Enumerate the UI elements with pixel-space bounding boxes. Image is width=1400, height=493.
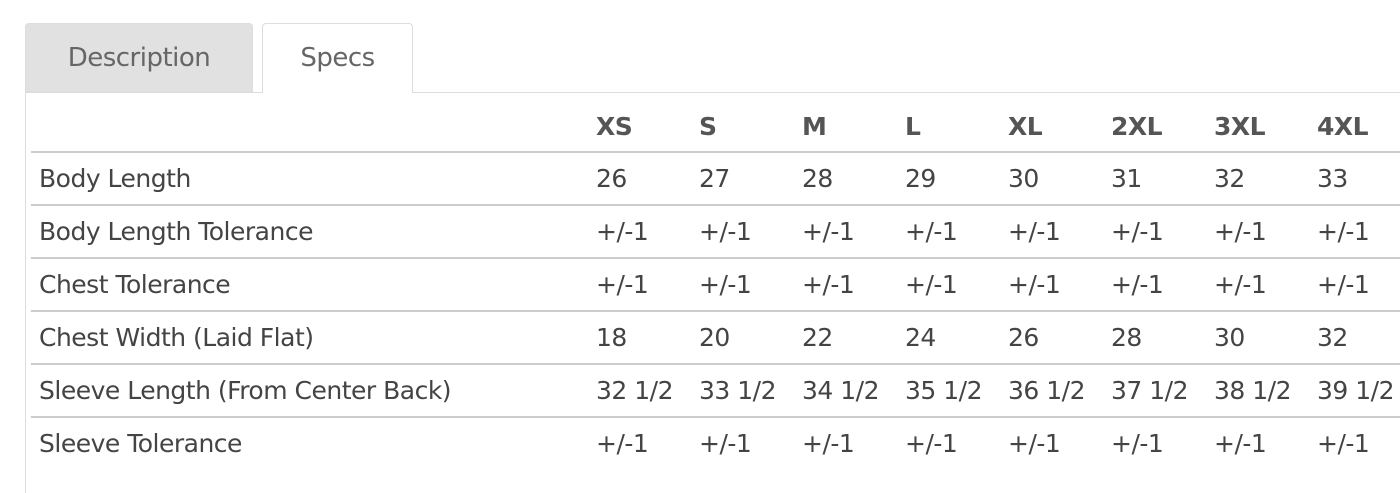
cell-value: 26 xyxy=(596,151,699,205)
cell-value: +/-1 xyxy=(1317,257,1400,311)
cell-value: +/-1 xyxy=(802,204,905,258)
cell-value: 32 xyxy=(1317,310,1400,364)
cell-value: +/-1 xyxy=(905,416,1008,469)
cell-value: 28 xyxy=(802,151,905,205)
cell-value: +/-1 xyxy=(1214,257,1317,311)
cell-value: +/-1 xyxy=(699,416,802,469)
table-row: Body Length Tolerance +/-1 +/-1 +/-1 +/-1 +/-… xyxy=(31,204,1400,258)
cell-value: 36 1/2 xyxy=(1008,363,1111,417)
column-header-4xl: 4XL xyxy=(1317,111,1369,141)
row-label: Chest Width (Laid Flat) xyxy=(31,310,596,364)
table-row: Sleeve Length (From Center Back) 32 1/2 33… xyxy=(31,363,1400,417)
tab-specs[interactable]: Specs xyxy=(262,23,413,93)
cell-value: +/-1 xyxy=(905,257,1008,311)
table-row: Sleeve Tolerance +/-1 +/-1 +/-1 +/-1 +/-1 +/-1… xyxy=(31,416,1400,469)
column-header-2xl: 2XL xyxy=(1111,111,1163,141)
cell-value: +/-1 xyxy=(596,257,699,311)
table-row: Chest Width (Laid Flat) 18 20 22 24 26 28 30 32 xyxy=(31,310,1400,364)
cell-value: 33 xyxy=(1317,151,1400,205)
cell-value: 18 xyxy=(596,310,699,364)
cell-value: +/-1 xyxy=(699,204,802,258)
cell-value: +/-1 xyxy=(1008,257,1111,311)
cell-value: 27 xyxy=(699,151,802,205)
cell-value: 39 1/2 xyxy=(1317,363,1400,417)
cell-value: 32 1/2 xyxy=(596,363,699,417)
cell-value: +/-1 xyxy=(802,257,905,311)
column-header-xl: XL xyxy=(1008,111,1043,141)
column-header-3xl: 3XL xyxy=(1214,111,1266,141)
cell-value: +/-1 xyxy=(1317,416,1400,469)
column-header-xs: XS xyxy=(596,111,633,141)
cell-value: +/-1 xyxy=(1008,204,1111,258)
cell-value: 26 xyxy=(1008,310,1111,364)
row-label: Body Length xyxy=(31,151,596,205)
cell-value: 32 xyxy=(1214,151,1317,205)
row-label: Body Length Tolerance xyxy=(31,204,596,258)
cell-value: 29 xyxy=(905,151,1008,205)
cell-value: 37 1/2 xyxy=(1111,363,1214,417)
table-row: Body Length 26 27 28 29 30 31 32 33 xyxy=(31,151,1400,205)
row-label: Chest Tolerance xyxy=(31,257,596,311)
cell-value: +/-1 xyxy=(1317,204,1400,258)
cell-value: 31 xyxy=(1111,151,1214,205)
cell-value: +/-1 xyxy=(1111,257,1214,311)
cell-value: 33 1/2 xyxy=(699,363,802,417)
table-header-row: XS S M L XL 2XL 3XL 4XL xyxy=(31,101,1400,152)
header-blank xyxy=(31,101,596,152)
tab-description[interactable]: Description xyxy=(25,23,253,92)
cell-value: 35 1/2 xyxy=(905,363,1008,417)
cell-value: 34 1/2 xyxy=(802,363,905,417)
cell-value: 28 xyxy=(1111,310,1214,364)
cell-value: +/-1 xyxy=(1111,416,1214,469)
cell-value: +/-1 xyxy=(1111,204,1214,258)
cell-value: 22 xyxy=(802,310,905,364)
specs-panel: XS S M L XL 2XL 3XL 4XL Body Length 26 27 28 29 30 31… xyxy=(25,92,1400,493)
cell-value: +/-1 xyxy=(1214,416,1317,469)
table-row: Chest Tolerance +/-1 +/-1 +/-1 +/-1 +/-1 +/-1 +… xyxy=(31,257,1400,311)
cell-value: +/-1 xyxy=(1214,204,1317,258)
cell-value: 30 xyxy=(1214,310,1317,364)
cell-value: 20 xyxy=(699,310,802,364)
row-label: Sleeve Tolerance xyxy=(31,416,596,469)
cell-value: +/-1 xyxy=(1008,416,1111,469)
cell-value: +/-1 xyxy=(596,416,699,469)
column-header-m: M xyxy=(802,111,827,141)
cell-value: 38 1/2 xyxy=(1214,363,1317,417)
cell-value: +/-1 xyxy=(905,204,1008,258)
cell-value: +/-1 xyxy=(802,416,905,469)
cell-value: 24 xyxy=(905,310,1008,364)
size-chart-table: XS S M L XL 2XL 3XL 4XL Body Length 26 27 28 29 30 31… xyxy=(31,101,1400,469)
cell-value: +/-1 xyxy=(699,257,802,311)
cell-value: +/-1 xyxy=(596,204,699,258)
cell-value: 30 xyxy=(1008,151,1111,205)
column-header-s: S xyxy=(699,111,717,141)
row-label: Sleeve Length (From Center Back) xyxy=(31,363,596,417)
column-header-l: L xyxy=(905,111,921,141)
